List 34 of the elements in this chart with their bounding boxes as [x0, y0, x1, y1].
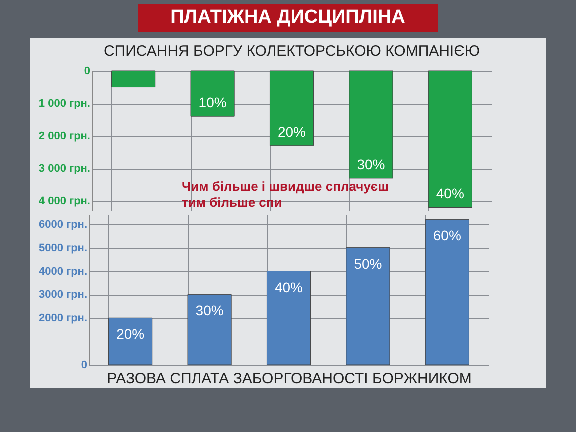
annotation: 40% [436, 186, 464, 202]
bar [108, 318, 153, 366]
y-tick-label: 0 [81, 360, 88, 372]
annotation: 30% [357, 156, 386, 172]
y-tick-label: 6000 грн. [38, 218, 88, 231]
annotation: 20% [116, 326, 145, 342]
chart-title: ПЛАТІЖНА ДИСЦИПЛІНА [138, 4, 438, 32]
bar [188, 294, 232, 366]
bar [266, 271, 312, 366]
annotation: 50% [354, 256, 382, 272]
y-tick-label: 1 000 грн. [38, 98, 90, 110]
bar [112, 70, 156, 88]
annotation: 20% [278, 124, 306, 140]
bar [346, 248, 390, 366]
bar [425, 219, 470, 366]
y-tick-label: 4 000 грн. [38, 196, 90, 208]
annotation: 60% [433, 228, 462, 244]
annotation: Чим більше і швидше сплачуєш тим більше спи [182, 179, 389, 210]
x-axis-title: РАЗОВА СПЛАТА ЗАБОРГОВАНОСТІ БОРЖНИКОМ [107, 370, 472, 388]
chart-subtitle: СПИСАННЯ БОРГУ КОЛЕКТОРСЬКОЮ КОМПАНІЄЮ [104, 43, 480, 60]
bar [428, 70, 472, 208]
bar [349, 70, 394, 179]
y-tick-label: 5000 грн. [38, 242, 88, 254]
bar [270, 70, 314, 146]
y-tick-label: 3 000 грн. [38, 163, 90, 176]
y-tick-label: 2 000 грн. [38, 130, 90, 143]
annotation: 40% [274, 279, 304, 296]
y-tick-label: 2000 грн. [38, 312, 88, 325]
annotation: 30% [196, 302, 224, 319]
y-tick-label: 3000 грн. [38, 289, 88, 302]
bar [190, 70, 235, 117]
annotation: 10% [198, 94, 227, 111]
y-tick-label: 0 [84, 66, 90, 78]
y-tick-label: 4000 грн. [38, 266, 88, 278]
